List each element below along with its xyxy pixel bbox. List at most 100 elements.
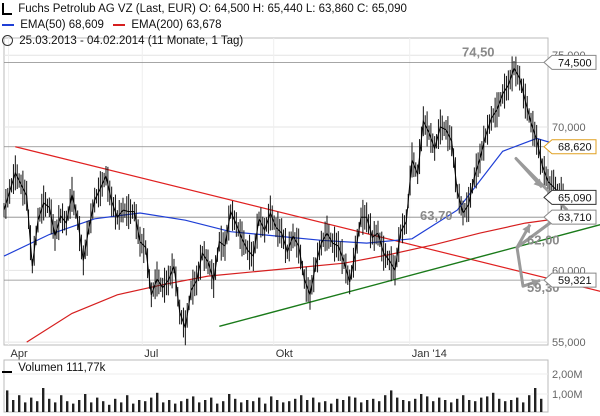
volume-bar xyxy=(90,402,93,412)
volume-bar xyxy=(432,401,435,412)
y-tick-label: 55,000 xyxy=(552,337,586,349)
volume-bar xyxy=(180,401,183,412)
volume-bar xyxy=(24,402,27,412)
volume-bar xyxy=(516,397,519,412)
volume-bar xyxy=(444,400,447,412)
x-tick-label: Okt xyxy=(276,348,293,360)
volume-bar xyxy=(456,398,459,412)
volume-bar xyxy=(258,397,261,412)
chart-title: Fuchs Petrolub AG VZ (Last, EUR) O: 64,5… xyxy=(18,3,407,15)
volume-bar xyxy=(234,398,237,412)
volume-bar xyxy=(540,398,543,412)
volume-bar xyxy=(240,402,243,412)
volume-bar xyxy=(318,402,321,412)
price-label-box xyxy=(543,139,597,155)
grid xyxy=(3,37,549,346)
volume-bar xyxy=(480,397,483,412)
volume-bar xyxy=(402,400,405,412)
volume-bar xyxy=(186,398,189,412)
volume-bar xyxy=(366,400,369,412)
price-labels: 74,500 68,620 65,090 63,710 59,321 xyxy=(543,54,597,288)
volume-bar xyxy=(396,397,399,412)
annotation-label: 62,00 xyxy=(527,233,560,248)
volume-bar xyxy=(294,398,297,412)
annotation-label: 63,70 xyxy=(420,208,453,223)
price-label: 65,090 xyxy=(558,192,592,204)
volume-bar xyxy=(210,397,213,412)
volume-bar xyxy=(282,402,285,412)
volume-bar xyxy=(264,403,267,412)
volume-bar xyxy=(420,394,423,412)
volume-bar xyxy=(60,395,63,412)
arrow-up-head xyxy=(533,178,542,188)
volume-bar xyxy=(510,400,513,412)
volume-bar xyxy=(414,398,417,412)
price-label: 68,620 xyxy=(558,142,592,154)
volume-tick-label: 2,00M xyxy=(552,369,583,381)
ema200-swatch xyxy=(113,23,126,26)
volume-bar xyxy=(30,397,33,412)
ema200-line xyxy=(26,217,566,343)
volume-bar xyxy=(300,395,303,412)
volume-bar xyxy=(12,400,15,412)
plot-frame xyxy=(3,37,549,346)
price-label: 74,500 xyxy=(558,57,592,69)
period-text: 25.03.2013 - 04.02.2014 (11 Monate, 1 Ta… xyxy=(19,35,244,47)
ema200-name: EMA(200) xyxy=(131,19,184,31)
volume-bar xyxy=(222,401,225,412)
price-label-box xyxy=(543,272,597,288)
volume-bar xyxy=(72,403,75,412)
volume-bar xyxy=(198,402,201,412)
ema200-value: 63,678 xyxy=(186,19,222,31)
arrow-down xyxy=(515,208,569,288)
volume-bar xyxy=(534,388,537,412)
volume-bar xyxy=(474,401,477,412)
volume-bar xyxy=(306,400,309,412)
volume-bar xyxy=(252,401,255,412)
volume-icon xyxy=(2,363,12,373)
volume-bar xyxy=(228,394,231,412)
volume-bar xyxy=(288,401,291,412)
volume-bar xyxy=(378,401,381,412)
clock-icon xyxy=(2,35,13,47)
volume-bar xyxy=(504,401,507,412)
price-line xyxy=(3,66,566,328)
volume-bar xyxy=(330,403,333,412)
volume-bar xyxy=(156,392,159,412)
volume-panel: 2,00M 1,00M xyxy=(3,359,583,413)
volume-bar xyxy=(372,398,375,412)
volume-bar xyxy=(144,401,147,412)
arrow-down-head xyxy=(531,278,540,288)
volume-bar xyxy=(270,396,273,412)
volume-bar xyxy=(66,401,69,412)
volume-bar xyxy=(426,396,429,412)
volume-bar xyxy=(36,401,39,412)
volume-bar xyxy=(246,400,249,412)
volume-bar xyxy=(462,395,465,412)
uptrend-line xyxy=(219,224,600,328)
volume-bar xyxy=(486,396,489,412)
x-tick-label: Apr xyxy=(11,348,28,360)
ema50-swatch xyxy=(2,23,14,26)
volume-bar xyxy=(528,395,531,412)
volume-bar xyxy=(48,398,51,412)
volume-bar xyxy=(108,404,111,412)
volume-bar xyxy=(384,395,387,412)
volume-bar xyxy=(354,397,357,412)
price-label-box xyxy=(543,54,597,70)
volume-bar xyxy=(312,397,315,412)
price-label-box xyxy=(543,209,597,225)
volume-bar xyxy=(174,403,177,412)
volume-bar xyxy=(390,390,393,412)
volume-bar xyxy=(324,401,327,412)
period-legend: 25.03.2013 - 04.02.2014 (11 Monate, 1 Ta… xyxy=(2,34,243,48)
volume-bar xyxy=(522,402,525,412)
volume-label: Volumen 111,77k xyxy=(2,362,105,374)
volume-bar xyxy=(498,398,501,412)
volume-bar xyxy=(102,401,105,412)
volume-bar xyxy=(6,390,9,412)
volume-bar xyxy=(96,397,99,412)
annotation-label: 74,50 xyxy=(462,45,495,60)
volume-bar xyxy=(204,400,207,412)
